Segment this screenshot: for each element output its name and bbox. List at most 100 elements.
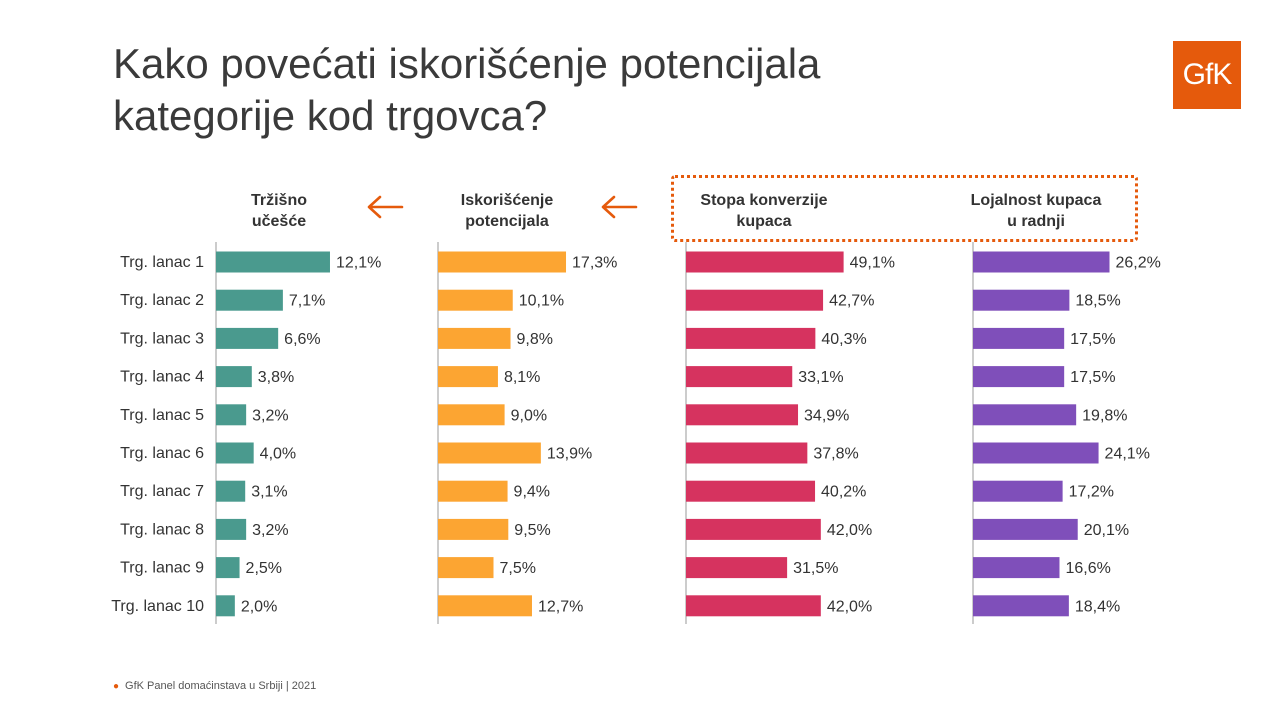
bar [973,251,1110,273]
data-label: 9,4% [514,484,550,501]
bar [973,518,1078,540]
bar [438,327,511,349]
data-label: 16,6% [1065,560,1110,577]
data-label: 9,5% [514,522,550,539]
data-label: 7,1% [289,293,325,310]
data-label: 17,3% [572,255,617,272]
header-line-2: potencijala [465,213,549,230]
bar [686,366,793,388]
data-label: 12,1% [336,255,381,272]
bar [973,366,1065,388]
header-line-1: Stopa konverzije [700,192,828,209]
category-label: Trg. lanac 10 [111,598,204,615]
data-label: 26,2% [1116,255,1161,272]
bar [438,480,508,502]
footer-text: GfK Panel domaćinstava u Srbiji | 2021 [125,680,317,692]
arrow-left-icon [601,195,638,219]
bar [686,442,808,464]
data-label: 12,7% [538,598,583,615]
header-line-1: Iskorišćenje [460,192,554,209]
data-label: 2,0% [241,598,277,615]
bar [973,327,1065,349]
header-line-1: Lojalnost kupaca [970,192,1102,209]
category-label: Trg. lanac 2 [120,292,204,309]
data-label: 42,0% [827,598,872,615]
data-label: 7,5% [500,560,536,577]
bar [216,404,247,426]
bar [216,327,279,349]
header-line-2: u radnji [1007,213,1065,230]
category-label: Trg. lanac 8 [120,521,204,538]
bar [686,251,844,273]
bar [216,595,235,617]
data-label: 6,6% [284,331,320,348]
bar [686,480,816,502]
bar [973,595,1069,617]
category-label: Trg. lanac 9 [120,560,204,577]
header-line-2: kupaca [736,213,792,230]
bar [216,557,240,579]
category-label: Trg. lanac 6 [120,445,204,462]
data-label: 17,2% [1069,484,1114,501]
bar [438,251,567,273]
header-line-1: Tržišno [250,192,307,209]
header-trzisno-ucesce: Tržišno učešće [209,190,349,232]
data-label: 13,9% [547,446,592,463]
header-iskoriscenje-potencijala: Iskorišćenje potencijala [432,190,582,232]
data-label: 3,2% [252,522,288,539]
data-label: 3,2% [252,407,288,424]
logo-text: GfK [1182,58,1233,91]
gfk-logo: GfK [1173,41,1241,109]
data-label: 33,1% [798,369,843,386]
bar [438,366,498,388]
data-label: 19,8% [1082,407,1127,424]
data-label: 34,9% [804,407,849,424]
bar [216,518,247,540]
data-label: 9,8% [517,331,553,348]
data-label: 31,5% [793,560,838,577]
bar [438,595,532,617]
data-label: 3,8% [258,369,294,386]
header-line-2: učešće [251,213,307,230]
data-label: 4,0% [260,446,296,463]
bar [973,557,1060,579]
bar [973,480,1063,502]
bar [686,289,824,311]
data-label: 17,5% [1070,331,1115,348]
data-label: 3,1% [251,484,287,501]
bar [686,595,821,617]
data-label: 40,2% [821,484,866,501]
data-label: 24,1% [1105,446,1150,463]
data-label: 49,1% [850,255,895,272]
category-label: Trg. lanac 3 [120,330,204,347]
bar [438,289,513,311]
bar [438,557,494,579]
data-label: 42,7% [829,293,874,310]
footer-source: ● GfK Panel domaćinstava u Srbiji | 2021 [113,680,316,692]
data-label: 2,5% [246,560,282,577]
data-label: 18,5% [1075,293,1120,310]
bar [216,366,252,388]
data-label: 37,8% [813,446,858,463]
category-label: Trg. lanac 7 [120,483,204,500]
data-label: 9,0% [511,407,547,424]
bar [216,442,254,464]
category-label: Trg. lanac 5 [120,407,204,424]
header-lojalnost-kupaca: Lojalnost kupaca u radnji [956,190,1116,232]
category-label: Trg. lanac 4 [120,369,204,386]
bar [216,480,246,502]
data-label: 42,0% [827,522,872,539]
bar [973,289,1070,311]
bar [216,289,283,311]
data-label: 8,1% [504,369,540,386]
bar [438,518,509,540]
bullet-icon: ● [113,680,120,692]
bar [686,327,816,349]
bar [686,518,821,540]
data-label: 10,1% [519,293,564,310]
bar [438,442,541,464]
highlight-box [671,175,1138,242]
data-label: 20,1% [1084,522,1129,539]
bar [973,404,1077,426]
